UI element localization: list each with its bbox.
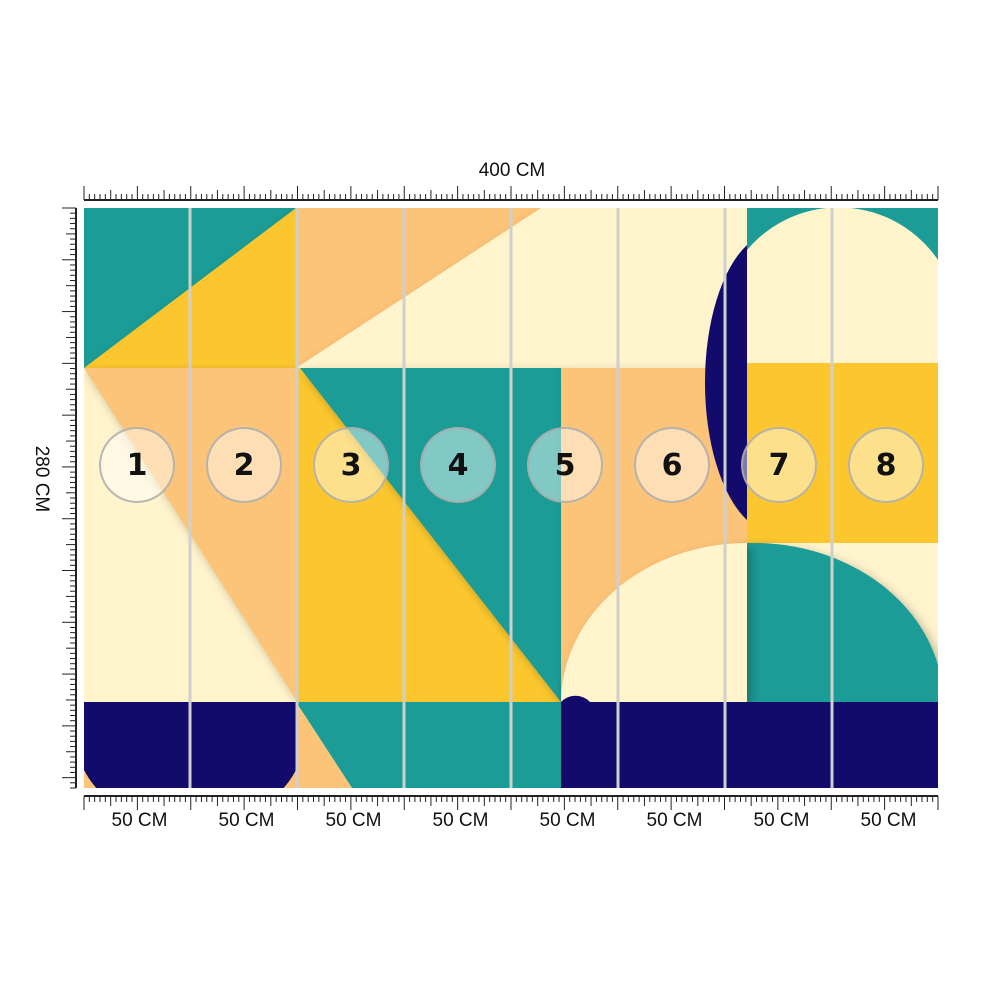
panel-number-badge: 1	[99, 427, 175, 503]
panel-number-badge: 4	[420, 427, 496, 503]
panel-width-label: 50 CM	[860, 810, 917, 831]
panel-width-label: 50 CM	[432, 810, 489, 831]
panel-width-label: 50 CM	[753, 810, 810, 831]
panel-number-badge: 6	[634, 427, 710, 503]
panel-number-badge: 8	[848, 427, 924, 503]
bottom-ruler	[83, 795, 939, 810]
panel-number-badge: 3	[313, 427, 389, 503]
panel-width-label: 50 CM	[646, 810, 703, 831]
panel-dividers	[188, 208, 834, 788]
panel-width-label: 50 CM	[218, 810, 275, 831]
panel-number-badge: 7	[741, 427, 817, 503]
left-ruler	[62, 207, 77, 789]
panel-number-badge: 5	[527, 427, 603, 503]
total-width-label: 400 CM	[478, 160, 546, 181]
panel-width-label: 50 CM	[325, 810, 382, 831]
panel-width-label: 50 CM	[539, 810, 596, 831]
top-ruler	[83, 186, 939, 201]
panel-number-badge: 2	[206, 427, 282, 503]
panel-width-label: 50 CM	[111, 810, 168, 831]
